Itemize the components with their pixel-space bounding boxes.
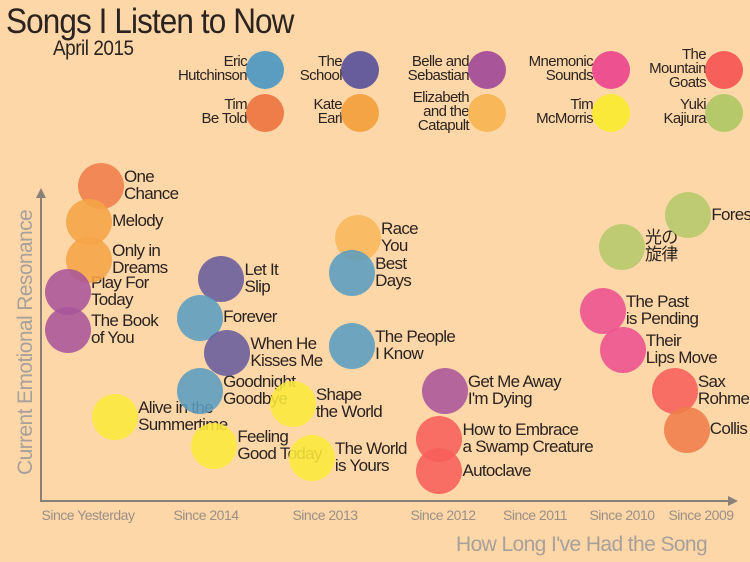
legend-swatch: [705, 51, 743, 89]
song-label: Best Days: [375, 253, 412, 290]
song-label: Forever: [223, 307, 277, 327]
song-label: Collis: [709, 419, 748, 439]
song-point: [416, 448, 463, 495]
song-point: [177, 368, 224, 415]
x-tick-label: Since 2013: [292, 507, 358, 523]
x-tick-label: Since 2009: [668, 507, 734, 523]
legend-swatch: [705, 94, 743, 132]
song-point: [191, 422, 238, 469]
legend-label: Yuki Kajiura: [663, 96, 707, 127]
x-tick-label: Since 2014: [173, 507, 239, 523]
song-point: [579, 288, 626, 335]
x-axis-arrow: [728, 496, 738, 506]
song-point: [329, 249, 376, 296]
x-tick-label: Since 2012: [410, 507, 476, 523]
legend-label: Eric Hutchinson: [177, 53, 248, 84]
song-label: Melody: [112, 211, 163, 231]
legend-label: Mnemonic Sounds: [528, 53, 594, 84]
x-tick-label: Since Yesterday: [41, 507, 135, 523]
legend-label: Tim Be Told: [201, 96, 247, 127]
song-label: Autoclave: [462, 460, 531, 480]
song-point: [269, 381, 316, 427]
x-tick-label: Since 2010: [589, 507, 655, 523]
legend-label: Tim McMorris: [536, 96, 593, 127]
x-axis-label: How Long I've Had the Song: [456, 533, 708, 556]
song-label: When He Kisses Me: [250, 333, 323, 370]
song-point: [204, 329, 251, 376]
song-label: Shape the World: [315, 385, 383, 421]
song-label: Race You: [381, 218, 419, 255]
chart-subtitle: April 2015: [53, 37, 134, 60]
song-point: [66, 198, 113, 245]
song-point: [599, 326, 646, 373]
legend-swatch: [592, 51, 630, 89]
song-label: How to Embrace a Swamp Creature: [462, 420, 593, 457]
song-point: [198, 256, 245, 303]
song-label: Their Lips Move: [645, 330, 718, 367]
legend-swatch: [341, 94, 379, 132]
song-point: [288, 435, 335, 482]
x-tick-label: Since 2011: [502, 507, 568, 523]
song-point: [651, 368, 698, 415]
legend-swatch: [246, 51, 284, 89]
song-label: 光の 旋律: [645, 228, 678, 265]
x-axis-line: [40, 500, 730, 502]
legend-label: Kate Earl: [313, 96, 343, 127]
legend-label: The School: [299, 53, 343, 84]
song-point: [665, 192, 712, 239]
song-label: Sax Rohme: [697, 372, 750, 409]
legend-swatch: [341, 51, 379, 89]
song-point: [329, 323, 376, 370]
legend-swatch: [246, 94, 284, 132]
song-point: [421, 368, 468, 415]
chart-title: Songs I Listen to Now: [6, 2, 294, 41]
song-point: [44, 307, 91, 354]
song-point: [92, 393, 139, 440]
song-label: The World is Yours: [334, 439, 408, 476]
legend-label: Belle and Sebastian: [407, 53, 470, 84]
song-label: The Past is Pending: [625, 292, 699, 329]
legend-swatch: [468, 51, 506, 89]
song-label: The People I Know: [375, 327, 456, 364]
song-label: Get Me Away I'm Dying: [467, 372, 562, 409]
song-point: [44, 269, 91, 315]
legend-label: Elizabeth and the Catapult: [412, 89, 470, 134]
song-label: Fores: [711, 204, 750, 224]
song-label: One Chance: [123, 167, 179, 204]
song-label: The Book of You: [90, 311, 159, 348]
legend-swatch: [592, 94, 630, 132]
song-label: Let It Slip: [244, 260, 279, 297]
song-point: [663, 406, 710, 453]
song-label: Play For Today: [90, 273, 149, 309]
y-axis-line: [40, 196, 42, 501]
song-point: [599, 224, 645, 271]
legend-swatch: [468, 94, 506, 132]
song-label: Only in Dreams: [112, 241, 168, 277]
y-axis-arrow: [36, 188, 46, 198]
legend-label: The Mountain Goats: [649, 46, 707, 91]
